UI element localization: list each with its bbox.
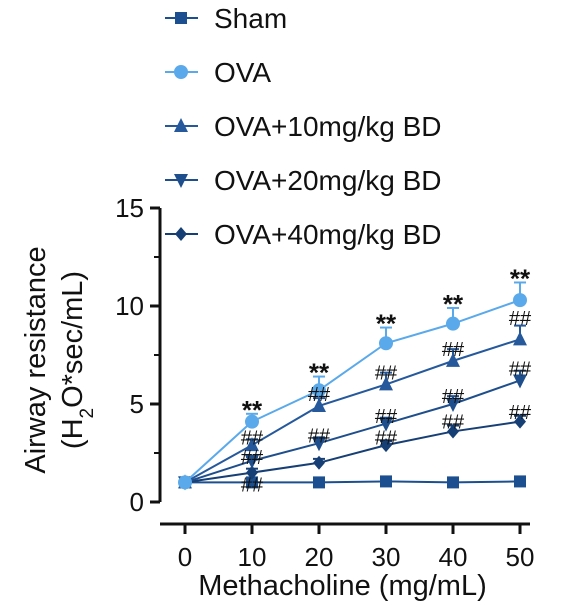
series-line	[185, 480, 521, 484]
significance-hashes: ##	[308, 384, 331, 406]
data-point	[447, 476, 459, 489]
data-point	[379, 417, 393, 432]
series-line	[184, 379, 521, 484]
x-tick-label: 30	[372, 542, 401, 572]
series-ova-20mg-kg-bd	[178, 369, 527, 491]
significance-hashes: ##	[375, 427, 398, 449]
y-tick-label: 0	[130, 487, 144, 517]
significance-hashes: ##	[442, 386, 465, 408]
legend-marker	[174, 65, 188, 79]
data-point	[313, 455, 325, 470]
data-point	[178, 475, 192, 490]
data-point	[379, 376, 393, 391]
legend-label: OVA	[214, 57, 271, 88]
data-point	[513, 331, 527, 346]
data-point	[245, 437, 259, 452]
data-point	[246, 465, 258, 480]
data-point	[446, 352, 460, 367]
legend-marker	[175, 227, 187, 241]
data-point	[312, 437, 326, 452]
annotations: **********############################	[241, 264, 532, 497]
significance-hashes: ##	[509, 308, 532, 330]
series-layer	[178, 281, 527, 491]
series-line	[184, 338, 521, 484]
axes: 0 5 10 15 0 10 20 30 40 50	[115, 193, 534, 572]
data-point	[514, 475, 526, 488]
significance-stars: **	[376, 309, 397, 339]
series-ova-40mg-kg-bd	[179, 414, 526, 490]
significance-stars: **	[510, 264, 531, 294]
significance-stars: **	[443, 289, 464, 319]
legend-marker	[174, 118, 188, 132]
data-point	[380, 438, 392, 453]
significance-hashes: ##	[509, 359, 532, 381]
data-point	[312, 383, 326, 398]
x-tick-label: 10	[238, 542, 267, 572]
legend-item: OVA+40mg/kg BD	[165, 219, 441, 250]
significance-hashes: ##	[241, 474, 264, 496]
legend-label: OVA+20mg/kg BD	[214, 165, 441, 196]
significance-hashes: ##	[308, 425, 331, 447]
legend-item: OVA	[165, 57, 271, 88]
series-ova	[178, 281, 527, 490]
data-point	[245, 454, 259, 469]
data-point	[245, 414, 259, 429]
series-sham	[179, 475, 526, 489]
significance-stars: **	[309, 358, 330, 388]
x-tick-label: 0	[178, 542, 192, 572]
data-point	[246, 476, 258, 489]
significance-stars: **	[242, 395, 263, 425]
y-tick-label: 15	[115, 193, 144, 223]
data-point	[446, 316, 460, 331]
legend: Sham OVA OVA+10mg/kg BD OVA+20mg/kg BD OVA+4…	[165, 3, 441, 250]
series-line	[184, 299, 521, 484]
x-tick-label: 40	[439, 542, 468, 572]
y-tick-label: 5	[130, 389, 144, 419]
significance-hashes: ##	[241, 447, 264, 469]
data-point	[513, 293, 527, 308]
series-ova-10mg-kg-bd	[178, 324, 527, 489]
data-point	[313, 476, 325, 489]
legend-item: Sham	[165, 3, 287, 34]
data-point	[312, 397, 326, 412]
series-line	[184, 420, 521, 484]
legend-label: OVA+10mg/kg BD	[214, 111, 441, 142]
data-point	[446, 398, 460, 412]
y-axis-title: Airway resistance (H2O*sec/mL)	[20, 246, 98, 473]
legend-item: OVA+20mg/kg BD	[165, 165, 441, 196]
y-tick-label: 10	[115, 291, 144, 321]
significance-hashes: ##	[442, 412, 465, 434]
significance-hashes: ##	[509, 402, 532, 424]
data-point	[379, 336, 393, 351]
x-tick-label: 20	[305, 542, 334, 572]
significance-hashes: ##	[241, 427, 264, 449]
legend-label: OVA+40mg/kg BD	[214, 219, 441, 250]
data-point	[447, 424, 459, 439]
x-tick-label: 50	[506, 542, 535, 572]
significance-hashes: ##	[375, 363, 398, 385]
y-axis-title-line1: Airway resistance	[20, 246, 52, 473]
x-axis-title: Methacholine (mg/mL)	[198, 570, 487, 602]
y-axis-title-line2: (H2O*sec/mL)	[57, 271, 98, 449]
legend-item: OVA+10mg/kg BD	[165, 111, 441, 142]
data-point	[380, 475, 392, 488]
legend-marker	[175, 12, 187, 24]
legend-marker	[174, 174, 188, 188]
data-point	[514, 414, 526, 429]
data-point	[513, 374, 527, 389]
significance-hashes: ##	[375, 406, 398, 428]
legend-label: Sham	[214, 3, 287, 34]
significance-hashes: ##	[442, 339, 465, 361]
